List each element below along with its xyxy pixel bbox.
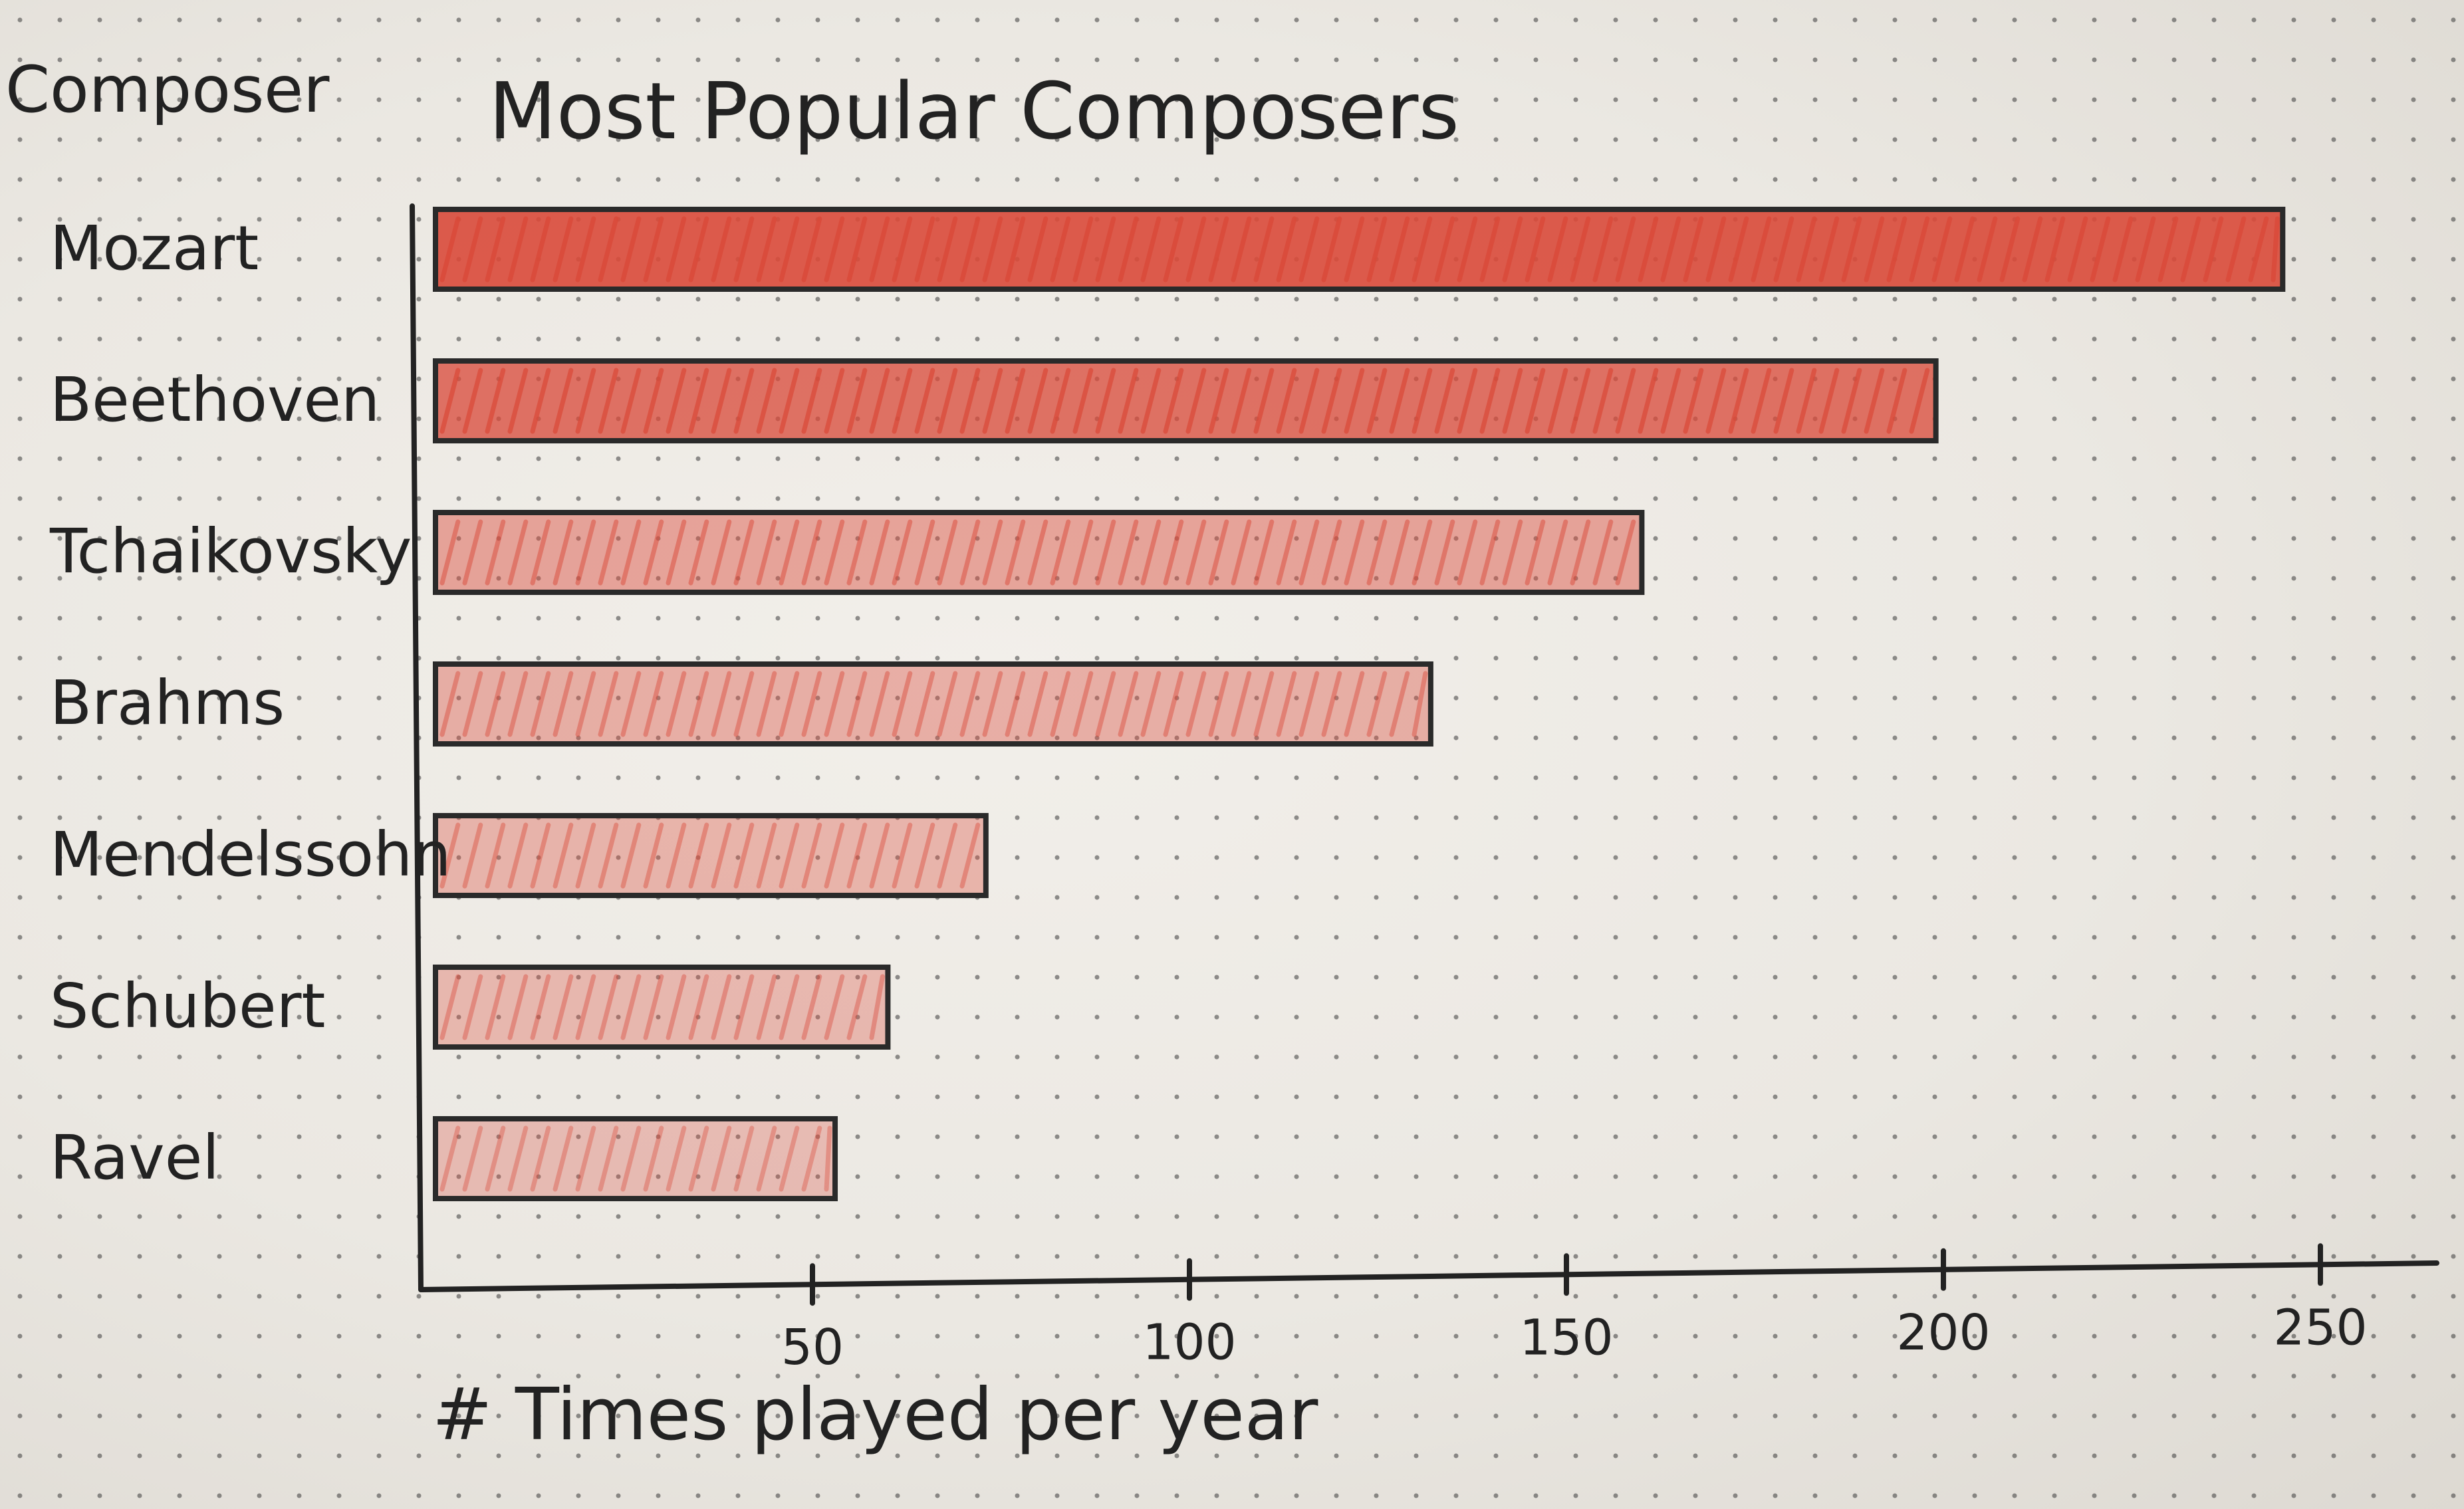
x-tick-label: 250 <box>2273 1299 2367 1356</box>
bar-shading-tchaikovsky <box>439 519 1636 586</box>
x-tick-label: 50 <box>781 1319 844 1376</box>
bar-shading-brahms <box>439 671 1428 737</box>
category-label-brahms: Brahms <box>50 667 285 739</box>
x-axis-label: # Times played per year <box>432 1373 1318 1456</box>
category-label-schubert: Schubert <box>50 971 326 1042</box>
bar-shading-mozart <box>439 216 2280 283</box>
bar-mendelssohn <box>433 813 989 898</box>
category-label-mozart: Mozart <box>50 213 259 284</box>
category-label-tchaikovsky: Tchaikovsky <box>49 516 412 587</box>
bar-shading-schubert <box>439 974 885 1040</box>
chart-title: Most Popular Composers <box>489 65 1459 157</box>
axes <box>410 203 2439 1306</box>
bar-ravel <box>433 1116 838 1201</box>
y-axis-line <box>410 203 424 1292</box>
bar-brahms <box>433 661 1433 747</box>
bar-schubert <box>433 965 891 1050</box>
x-tick-label: 100 <box>1142 1314 1236 1371</box>
bars <box>433 207 2286 1201</box>
category-label-ravel: Ravel <box>50 1122 219 1193</box>
x-axis-line <box>418 1260 2439 1292</box>
x-tick-label: 200 <box>1896 1304 1990 1361</box>
category-label-beethoven: Beethoven <box>50 364 380 435</box>
y-axis-label: Composer <box>5 53 330 127</box>
labels: 50 100 150 200 250 Mozart Beethoven Tchaikovsky… <box>49 213 2368 1376</box>
bar-shading-beethoven <box>439 368 1930 434</box>
category-label-mendelssohn: Mendelssohn <box>50 819 451 890</box>
bar-shading-mendelssohn <box>439 822 981 889</box>
x-tick-label: 150 <box>1519 1309 1613 1366</box>
bar-shading-ravel <box>439 1125 832 1192</box>
